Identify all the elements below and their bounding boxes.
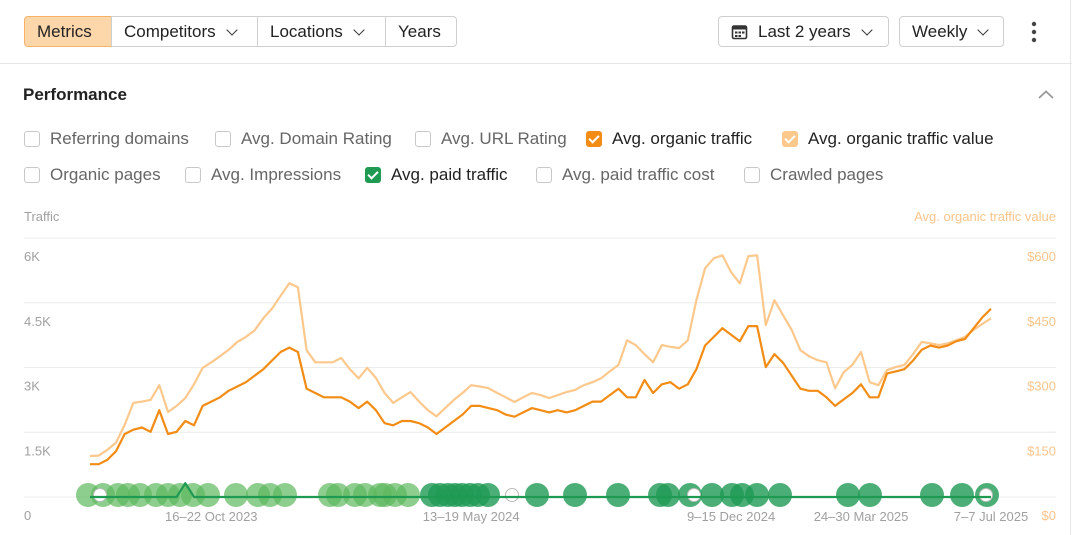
- event-marker: [505, 488, 519, 502]
- event-marker: [745, 483, 769, 507]
- x-tick-label: 16–22 Oct 2023: [165, 509, 258, 524]
- period-button[interactable]: Weekly: [899, 16, 1004, 47]
- event-marker: [224, 483, 248, 507]
- event-marker: [979, 488, 993, 502]
- metric-toggle[interactable]: Avg. organic traffic: [586, 129, 752, 149]
- event-marker: [476, 483, 500, 507]
- metric-label: Organic pages: [50, 165, 161, 184]
- tab-label: Locations: [270, 21, 343, 41]
- metric-toggle[interactable]: Avg. organic traffic value: [782, 129, 994, 149]
- y-tick-label: 1.5K: [24, 443, 51, 458]
- divider: [0, 63, 1072, 64]
- x-tick-label: 7–7 Jul 2025: [954, 509, 1028, 524]
- metric-label: Avg. organic traffic value: [808, 129, 994, 148]
- metric-toggle[interactable]: Avg. Domain Rating: [215, 129, 392, 149]
- metric-label: Avg. paid traffic cost: [562, 165, 715, 184]
- metric-toggle[interactable]: Avg. URL Rating: [415, 129, 567, 149]
- event-marker: [950, 483, 974, 507]
- checkbox[interactable]: [782, 131, 798, 147]
- series-line: [89, 254, 992, 458]
- checkbox[interactable]: [24, 167, 40, 183]
- event-marker: [563, 483, 587, 507]
- checkbox[interactable]: [744, 167, 760, 183]
- metric-label: Avg. Impressions: [211, 165, 342, 184]
- y2-tick-label: $150: [1027, 443, 1056, 458]
- metric-toggle[interactable]: Avg. paid traffic cost: [536, 165, 714, 185]
- event-marker: [656, 483, 680, 507]
- tab[interactable]: Years: [385, 16, 457, 47]
- date-range-button[interactable]: Last 2 years: [718, 16, 889, 47]
- event-marker: [606, 483, 630, 507]
- y-tick-label: 3K: [24, 379, 40, 394]
- y-tick-label: 0: [24, 508, 31, 523]
- y2-tick-label: $300: [1027, 379, 1056, 394]
- event-marker: [396, 483, 420, 507]
- y2-axis-title: Avg. organic traffic value: [914, 209, 1056, 224]
- metric-label: Avg. URL Rating: [441, 129, 567, 148]
- tab-label: Metrics: [37, 21, 92, 41]
- checkbox[interactable]: [536, 167, 552, 183]
- checkbox[interactable]: [586, 131, 602, 147]
- metric-toggle[interactable]: Avg. paid traffic: [365, 165, 508, 185]
- event-marker: [525, 483, 549, 507]
- metric-toggle[interactable]: Crawled pages: [744, 165, 883, 185]
- event-marker: [700, 483, 724, 507]
- tab[interactable]: Locations: [257, 16, 386, 47]
- tab[interactable]: Competitors: [111, 16, 258, 47]
- metric-label: Avg. paid traffic: [391, 165, 508, 184]
- y2-tick-label: $600: [1027, 249, 1056, 264]
- metric-label: Avg. organic traffic: [612, 129, 753, 148]
- event-marker: [273, 483, 297, 507]
- x-tick-label: 9–15 Dec 2024: [687, 509, 775, 524]
- date-range-label: Last 2 years: [758, 21, 851, 41]
- tab-label: Competitors: [124, 21, 216, 41]
- x-tick-label: 13–19 May 2024: [423, 509, 520, 524]
- series-line: [90, 482, 991, 499]
- event-marker: [858, 483, 882, 507]
- tab[interactable]: Metrics: [24, 16, 112, 47]
- y-axis-title: Traffic: [24, 209, 60, 224]
- period-label: Weekly: [912, 21, 968, 41]
- metric-label: Avg. Domain Rating: [241, 129, 392, 148]
- x-tick-label: 24–30 Mar 2025: [814, 509, 909, 524]
- checkbox[interactable]: [24, 131, 40, 147]
- event-marker: [196, 483, 220, 507]
- checkbox[interactable]: [415, 131, 431, 147]
- metric-toggle[interactable]: Avg. Impressions: [185, 165, 341, 185]
- event-marker: [93, 488, 107, 502]
- event-marker: [768, 483, 792, 507]
- event-marker: [836, 483, 860, 507]
- y-tick-label: 4.5K: [24, 314, 51, 329]
- metric-label: Referring domains: [50, 129, 189, 148]
- collapse-chevron[interactable]: [1038, 90, 1054, 100]
- metric-toggle[interactable]: Organic pages: [24, 165, 161, 185]
- calendar-icon: [731, 25, 748, 40]
- y2-tick-label: $0: [1042, 508, 1056, 523]
- y-tick-label: 6K: [24, 249, 40, 264]
- event-marker: [326, 483, 350, 507]
- y2-tick-label: $450: [1027, 314, 1056, 329]
- checkbox[interactable]: [215, 131, 231, 147]
- more-menu[interactable]: [1030, 21, 1038, 43]
- checkbox[interactable]: [365, 167, 381, 183]
- panel-title: Performance: [23, 85, 127, 104]
- event-marker: [920, 483, 944, 507]
- metric-toggle[interactable]: Referring domains: [24, 129, 189, 149]
- tab-label: Years: [398, 21, 441, 41]
- series-line: [90, 308, 992, 466]
- event-marker: [687, 488, 701, 502]
- metric-label: Crawled pages: [770, 165, 884, 184]
- checkbox[interactable]: [185, 167, 201, 183]
